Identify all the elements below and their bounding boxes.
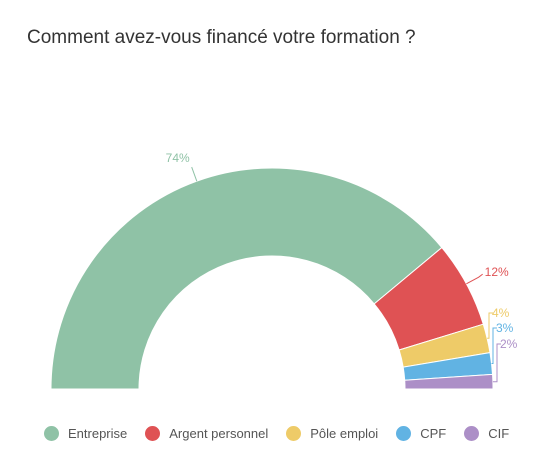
slice-entreprise[interactable]: [50, 167, 443, 390]
data-label-cpf: 3%: [491, 321, 514, 364]
legend-swatch: [286, 425, 302, 441]
legend-swatch: [145, 425, 161, 441]
legend-item-argent-personnel[interactable]: Argent personnel: [145, 425, 269, 441]
data-label-text: 12%: [485, 265, 509, 279]
legend-item-pole-emploi[interactable]: Pôle emploi: [286, 425, 379, 441]
legend-swatch: [396, 425, 412, 441]
legend-item-entreprise[interactable]: Entreprise: [44, 425, 128, 441]
data-label-cif: 2%: [492, 337, 518, 383]
data-label-text: 3%: [496, 321, 514, 335]
chart-legend: Entreprise Argent personnel Pôle emploi CPF…: [44, 423, 527, 443]
legend-label: Entreprise: [68, 425, 128, 441]
data-label-entreprise: 74%: [166, 151, 198, 182]
legend-swatch: [464, 425, 480, 441]
slice-cif[interactable]: [404, 373, 494, 390]
legend-swatch: [44, 425, 59, 441]
data-label-pole-emploi: 4%: [487, 306, 510, 339]
legend-label: CIF: [488, 425, 510, 441]
data-label-text: 74%: [166, 151, 190, 165]
chart-title: Comment avez-vous financé votre formatio…: [27, 27, 416, 48]
legend-item-cpf[interactable]: CPF: [396, 425, 447, 441]
legend-item-cif[interactable]: CIF: [464, 425, 510, 441]
data-label-text: 2%: [500, 337, 518, 351]
legend-label: CPF: [420, 425, 447, 441]
data-label-text: 4%: [492, 306, 510, 320]
legend-label: Pôle emploi: [310, 425, 379, 441]
legend-label: Argent personnel: [169, 425, 269, 441]
data-label-argent-personnel: 12%: [466, 265, 509, 285]
